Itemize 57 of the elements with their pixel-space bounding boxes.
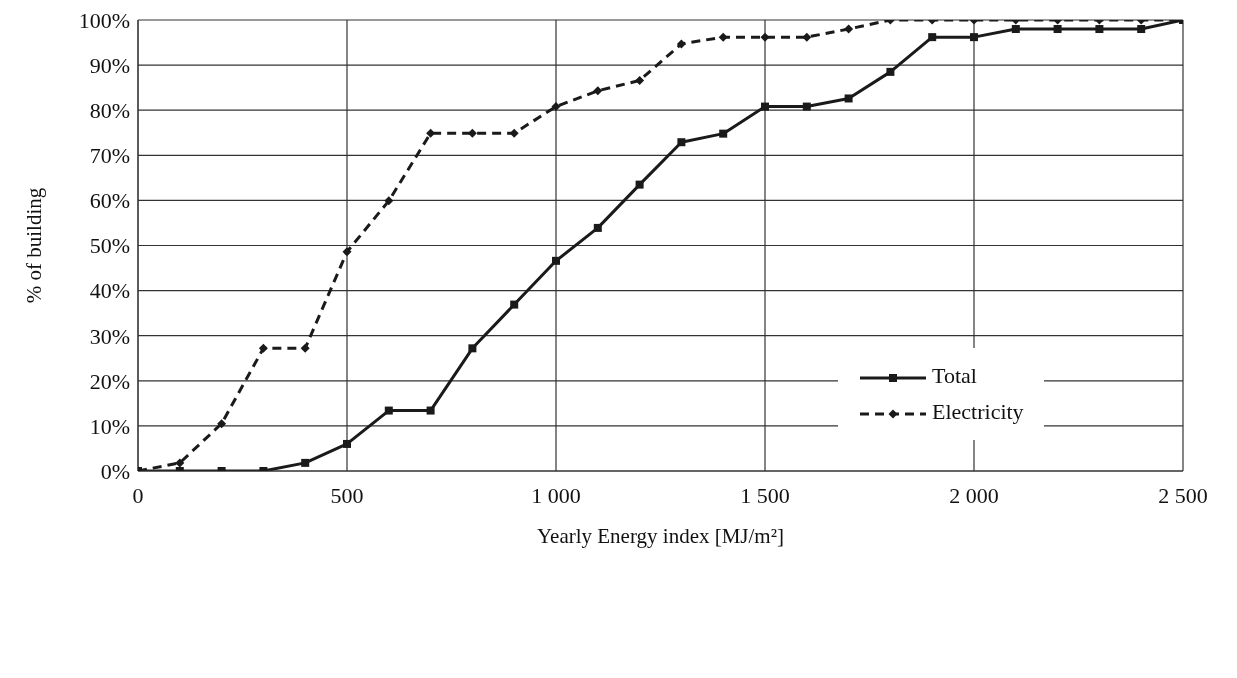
point [217, 419, 227, 429]
point [510, 300, 519, 309]
point [844, 24, 854, 34]
y-tick-label: 50% [89, 233, 130, 259]
point [258, 343, 268, 353]
y-tick-label: 80% [89, 98, 130, 124]
point [509, 128, 519, 138]
point [718, 32, 728, 42]
legend-label: Electricity [931, 398, 1024, 426]
point [384, 196, 394, 206]
point [1011, 25, 1020, 34]
point [301, 458, 310, 467]
point [551, 102, 561, 112]
point [593, 223, 602, 232]
point [886, 67, 895, 76]
point [760, 32, 770, 42]
legend-label: Total [931, 362, 978, 390]
point [676, 39, 686, 49]
point [635, 180, 644, 189]
y-tick-label: 10% [89, 413, 130, 439]
y-tick-label: 70% [89, 143, 130, 169]
point [1137, 25, 1146, 34]
y-tick-label: 100% [78, 7, 130, 33]
point [426, 406, 435, 415]
y-tick-label: 40% [89, 278, 130, 304]
point [970, 33, 978, 42]
point [761, 102, 769, 111]
y-tick-label: 90% [89, 52, 130, 78]
point [844, 94, 853, 103]
point [1095, 25, 1104, 34]
point [1053, 25, 1062, 34]
x-axis-title: Yearly Energy index [MJ/m²] [537, 524, 784, 548]
x-tick-label: 2 000 [949, 482, 999, 508]
point [343, 439, 351, 448]
y-tick-label: 0% [100, 458, 130, 484]
x-tick-label: 0 [132, 482, 144, 508]
y-axis-title: % of building [22, 187, 47, 304]
point [928, 33, 937, 42]
point [593, 86, 603, 96]
point [342, 247, 352, 257]
point [635, 75, 645, 85]
x-tick-label: 1 000 [531, 482, 581, 508]
x-tick-label: 1 500 [740, 482, 790, 508]
y-tick-label: 20% [89, 368, 130, 394]
point [802, 102, 811, 111]
point [802, 32, 812, 42]
y-tick-label: 60% [89, 188, 130, 214]
point [300, 343, 310, 353]
point [384, 406, 393, 415]
x-tick-label: 2 500 [1158, 482, 1208, 508]
point [175, 458, 185, 468]
point [719, 129, 728, 138]
point [552, 256, 560, 265]
point [677, 138, 686, 147]
y-tick-label: 30% [89, 323, 130, 349]
point [468, 344, 477, 353]
x-tick-label: 500 [330, 482, 364, 508]
